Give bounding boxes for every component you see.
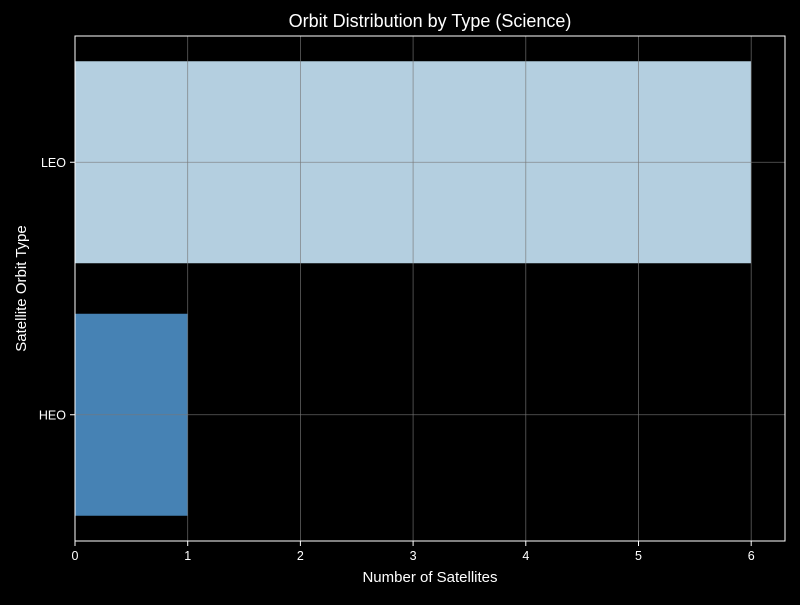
axis-ticks: 0 1 2 3 4 5 6 HEO LEO [39,156,755,563]
x-tick-label: 6 [748,549,755,563]
plot-area-frame [74,35,786,542]
y-axis-label: Satellite Orbit Type [13,225,30,351]
chart-title: Orbit Distribution by Type (Science) [289,11,572,31]
y-tick-label: LEO [41,156,66,170]
x-axis-label: Number of Satellites [362,569,497,586]
x-tick-label: 5 [635,549,642,563]
x-tick-label: 3 [410,549,417,563]
x-tick-label: 1 [184,549,191,563]
x-tick-label: 2 [297,549,304,563]
x-tick-label: 0 [72,549,79,563]
y-tick-label: HEO [39,408,66,422]
x-tick-label: 4 [522,549,529,563]
